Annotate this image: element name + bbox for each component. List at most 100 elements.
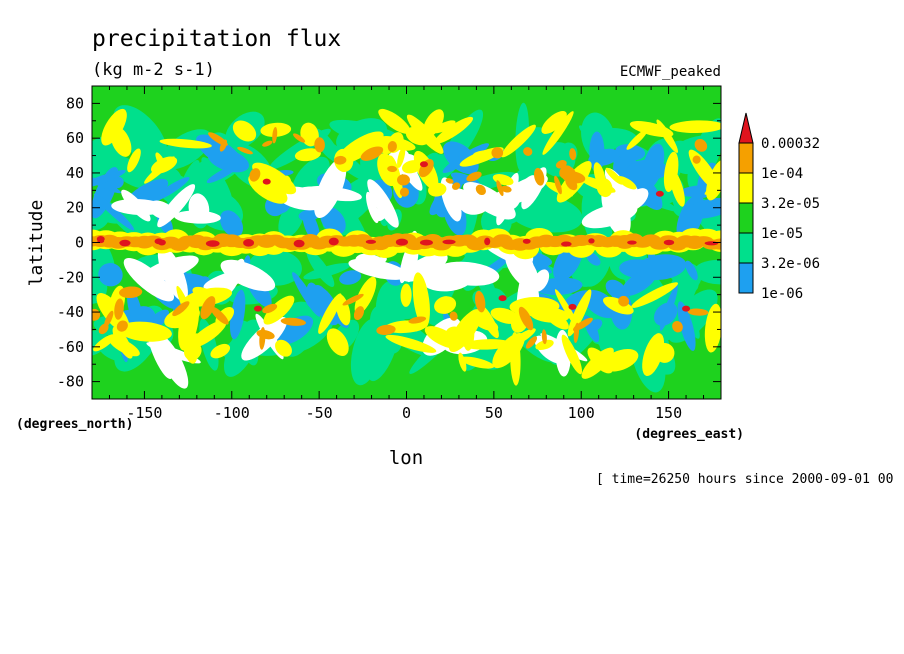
field-cell	[118, 321, 172, 342]
field-cell	[484, 244, 535, 270]
field-cell	[336, 131, 384, 165]
field-cell	[518, 306, 534, 331]
field-cell	[339, 270, 362, 285]
field-cell	[706, 159, 721, 201]
field-peak	[663, 239, 675, 246]
precip-field	[92, 102, 721, 393]
dataset-label: ECMWF_peaked	[620, 64, 721, 80]
x-tick-label: 150	[655, 404, 682, 422]
field-cell	[103, 310, 114, 328]
field-cell	[314, 137, 325, 153]
field-cell	[605, 167, 623, 185]
field-cell	[434, 116, 474, 145]
field-cell	[642, 333, 665, 377]
field-peak	[419, 161, 428, 168]
field-peak	[328, 237, 339, 246]
field-cell	[400, 283, 412, 307]
field-cell	[259, 327, 266, 350]
field-cell	[442, 143, 490, 173]
field-cell	[262, 140, 273, 147]
field-cell	[420, 265, 473, 292]
field-cell	[127, 148, 141, 173]
colorbar: 0.00032 1e-04 3.2e-05 1e-05 3.2e-06 1e-06	[738, 112, 820, 302]
field-cell	[376, 324, 396, 335]
field-cell	[559, 165, 573, 179]
field-cell	[306, 249, 335, 287]
field-cell	[385, 334, 437, 353]
field-cell	[206, 164, 240, 184]
chart-title: precipitation flux	[92, 26, 341, 52]
field-cell	[561, 334, 583, 375]
field-cell	[92, 133, 131, 185]
field-cell	[101, 108, 127, 146]
field-cell	[111, 199, 167, 216]
colorbar-label: 1e-04	[761, 166, 803, 182]
field-cell	[223, 319, 261, 377]
field-cell	[654, 343, 675, 363]
field-cell	[466, 171, 482, 182]
field-cell	[300, 122, 319, 147]
field-peak	[157, 239, 166, 246]
field-cell	[275, 339, 292, 357]
field-cell	[114, 298, 124, 320]
field-cell	[408, 316, 427, 324]
field-cell	[188, 193, 210, 224]
y-tick-label: -80	[57, 373, 84, 391]
colorbar-label: 3.2e-05	[761, 196, 820, 212]
field-cell	[237, 146, 253, 155]
field-peak	[484, 237, 491, 246]
field-cell	[310, 186, 362, 202]
field-peak	[395, 238, 408, 246]
chart-units: (kg m-2 s-1)	[92, 60, 215, 80]
field-cell	[567, 289, 592, 337]
field-cell	[500, 185, 512, 193]
field-cell	[397, 174, 410, 186]
field-peak	[243, 239, 255, 247]
field-cell	[108, 336, 140, 357]
field-cell	[221, 258, 245, 297]
field-cell	[687, 308, 709, 316]
field-cell	[496, 180, 504, 196]
field-cell	[458, 352, 467, 372]
field-cell	[123, 257, 175, 302]
y-tick-label: 40	[66, 164, 84, 182]
field-cell	[452, 182, 461, 190]
field-cell	[375, 198, 391, 221]
field-cell	[377, 136, 416, 151]
field-peak	[365, 239, 377, 244]
y-axis: 80 60 40 20 0 -20 -40 -60 -80	[57, 94, 721, 391]
y-tick-label: -40	[57, 303, 84, 321]
field-cell	[684, 197, 721, 219]
field-cell	[626, 129, 648, 150]
field-cell	[229, 289, 246, 340]
field-cell	[669, 120, 721, 133]
field-cell	[387, 141, 397, 153]
field-cell	[474, 290, 486, 313]
colorbar-swatch	[738, 262, 754, 294]
field-cell	[342, 293, 364, 306]
time-footer: [ time=26250 hours since 2000-09-01 00	[596, 472, 893, 487]
field-cell	[603, 296, 634, 315]
field-cell	[182, 333, 203, 347]
field-cell	[554, 175, 562, 195]
field-cell	[677, 301, 696, 351]
field-cell	[569, 148, 577, 161]
field-cell	[98, 263, 123, 287]
colorbar-label: 3.2e-06	[761, 256, 820, 272]
field-cell	[249, 168, 261, 182]
field-cell	[298, 209, 320, 222]
field-cell	[263, 295, 295, 325]
field-cell	[293, 133, 306, 143]
field-cell	[219, 139, 228, 152]
field-cell	[159, 138, 212, 149]
x-axis-label: lon	[389, 447, 423, 469]
field-cell	[200, 296, 216, 320]
field-cell	[210, 343, 231, 359]
field-layer-1e-04	[92, 126, 721, 350]
field-cell	[525, 336, 538, 349]
field-cell	[262, 303, 278, 314]
field-cell	[694, 138, 708, 152]
field-cell	[685, 260, 698, 281]
field-cell	[432, 120, 456, 134]
